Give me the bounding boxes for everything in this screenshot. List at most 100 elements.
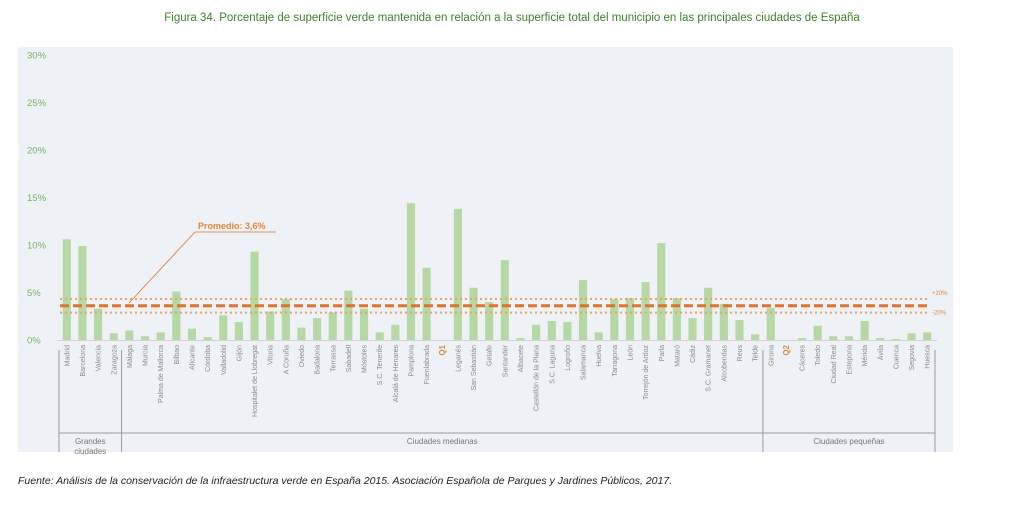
x-tick-label: Tarragona (612, 345, 619, 377)
x-tick-label: Málaga (127, 345, 134, 368)
x-tick-label: Murcia (143, 345, 150, 366)
y-tick-label: 10% (27, 241, 47, 252)
bar (813, 325, 822, 340)
bar (876, 338, 885, 340)
x-tick-label: Cáceres (800, 345, 807, 372)
band-upper-label: +20% (932, 291, 948, 297)
x-tick-label: Huelva (596, 345, 603, 367)
x-tick-label: Badalona (315, 345, 322, 375)
x-tick-label: Q1 (438, 344, 447, 355)
x-tick-label: Torrejón de Ardoz (643, 345, 650, 400)
x-tick-label: Alicante (189, 345, 196, 370)
y-tick-label: 5% (27, 288, 41, 299)
bar (391, 324, 400, 340)
group-label: Ciudades medianas (407, 437, 478, 446)
bar (140, 336, 150, 340)
bar (829, 336, 838, 340)
x-tick-label: Alcalá de Henares (393, 345, 400, 403)
bar (281, 299, 290, 340)
x-tick-label: Segovia (909, 345, 916, 370)
figure-title: Figura 34. Porcentaje de superficie verd… (164, 12, 860, 24)
x-tick-label: Estepona (846, 345, 853, 375)
x-tick-label: Terrassa (330, 345, 337, 372)
bar (719, 303, 728, 340)
x-tick-label: Parla (659, 345, 666, 361)
x-tick-label: A Coruña (283, 345, 290, 374)
y-tick-label: 20% (27, 146, 47, 157)
average-callout-leader (128, 231, 196, 304)
x-tick-label: Córdoba (205, 345, 212, 372)
bar (891, 339, 900, 340)
bar (610, 299, 619, 340)
x-tick-label: Leganés (455, 345, 462, 372)
bar (203, 337, 212, 340)
bar (594, 332, 603, 340)
group-label: ciudades (74, 447, 106, 456)
x-tick-label: Telde (753, 345, 760, 362)
x-tick-label: Santander (502, 344, 509, 377)
bar (485, 302, 494, 340)
source-note: Fuente: Análisis de la conservación de l… (18, 475, 673, 487)
bar (406, 203, 416, 340)
group-label: Ciudades pequeñas (813, 437, 884, 446)
bar (923, 332, 932, 340)
x-tick-label: Barcelona (80, 345, 87, 377)
x-tick-label: Valencia (96, 345, 103, 371)
x-tick-label: Getafe (487, 345, 494, 366)
bar (532, 324, 541, 340)
bar (266, 311, 275, 340)
bar (94, 308, 103, 340)
bar (751, 334, 760, 340)
bar (672, 298, 681, 340)
bar (375, 332, 384, 340)
x-tick-label: Huesca (925, 345, 932, 369)
x-tick-label: Cuenca (893, 345, 900, 369)
chart-panel (18, 47, 953, 452)
bar (250, 251, 259, 340)
x-tick-label: Hospitalet de Llobregat (252, 345, 259, 417)
y-tick-label: 0% (27, 336, 41, 347)
bar (78, 245, 87, 340)
x-tick-label: Madrid (64, 345, 71, 367)
bar (907, 333, 916, 340)
bar (860, 321, 869, 340)
x-tick-label: Oviedo (299, 345, 306, 367)
y-tick-label: 30% (27, 51, 47, 62)
bar (125, 330, 134, 340)
bar (422, 267, 431, 340)
x-tick-label: Toledo (815, 345, 822, 366)
x-tick-label: S.C. Gramanet (706, 345, 713, 392)
x-tick-label: Logroño (565, 345, 572, 371)
x-tick-label: Valladolid (221, 345, 228, 375)
bar (563, 321, 572, 340)
bar (735, 320, 744, 340)
bar (156, 332, 165, 340)
bar (109, 333, 118, 340)
x-tick-label: Pamplona (408, 345, 415, 377)
bar (641, 282, 650, 340)
x-tick-label: Albacete (518, 345, 525, 372)
x-tick-label: Q2 (782, 344, 791, 355)
x-tick-label: Móstoles (362, 345, 369, 374)
bar (704, 287, 713, 340)
bar (766, 307, 775, 340)
x-tick-label: Alcobendas (721, 345, 728, 382)
x-tick-label: Zaragoza (111, 345, 118, 375)
bar (797, 338, 807, 340)
bar (328, 312, 337, 340)
bar (344, 290, 353, 340)
bar (219, 315, 228, 340)
x-tick-label: Palma de Mallorca (158, 345, 165, 403)
bar (234, 321, 243, 340)
bar (625, 298, 635, 340)
bar (297, 327, 306, 340)
x-tick-label: León (627, 345, 634, 361)
x-tick-label: Salamanca (581, 345, 588, 380)
y-tick-label: 25% (27, 98, 47, 109)
band-lower-label: -20% (932, 311, 947, 317)
x-tick-label: Girona (768, 345, 775, 366)
bar (172, 291, 181, 340)
bar (657, 243, 666, 340)
x-tick-label: Reus (737, 345, 744, 362)
